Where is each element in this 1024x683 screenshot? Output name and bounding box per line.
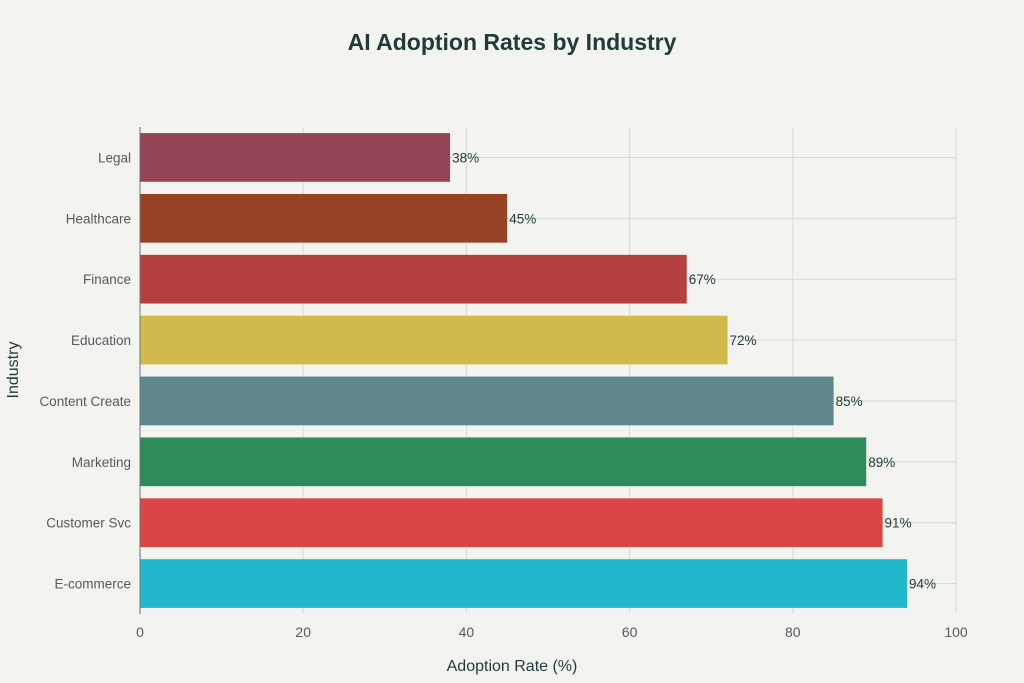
data-label: 45%	[509, 211, 536, 226]
category-label: Customer Svc	[46, 516, 131, 531]
x-tick-label: 60	[622, 624, 638, 640]
bar-education	[140, 315, 728, 365]
category-label: E-commerce	[54, 577, 131, 592]
y-axis-title: Industry	[5, 342, 22, 399]
bar-customer-svc	[140, 498, 883, 548]
x-tick-label: 80	[785, 624, 801, 640]
x-tick-label: 20	[295, 624, 311, 640]
data-label: 94%	[909, 577, 936, 592]
data-label: 91%	[885, 516, 912, 531]
bars	[140, 133, 908, 608]
x-tick-label: 0	[136, 624, 144, 640]
category-label: Marketing	[72, 455, 131, 470]
category-label: Finance	[83, 272, 131, 287]
category-labels: Legal Healthcare Finance Education Content C…	[39, 150, 131, 591]
data-label: 38%	[452, 150, 479, 165]
category-label: Healthcare	[66, 211, 131, 226]
bar-e-commerce	[140, 559, 908, 608]
data-label: 85%	[836, 394, 863, 409]
x-tick-labels: 0 20 40 60 80 100	[136, 624, 968, 640]
bar-content-create	[140, 376, 834, 426]
category-label: Education	[71, 333, 131, 348]
bar-marketing	[140, 437, 867, 487]
data-labels: 38% 45% 67% 72% 85% 89% 91% 94%	[452, 150, 936, 591]
bar-legal	[140, 133, 451, 182]
x-axis-title: Adoption Rate (%)	[447, 658, 578, 675]
bar-finance	[140, 254, 687, 304]
data-label: 67%	[689, 272, 716, 287]
category-label: Legal	[98, 150, 131, 165]
data-label: 72%	[730, 333, 757, 348]
chart-title: AI Adoption Rates by Industry	[348, 29, 677, 55]
category-label: Content Create	[39, 394, 131, 409]
x-tick-label: 40	[459, 624, 475, 640]
bar-healthcare	[140, 193, 508, 243]
data-label: 89%	[868, 455, 895, 470]
x-tick-label: 100	[944, 624, 968, 640]
